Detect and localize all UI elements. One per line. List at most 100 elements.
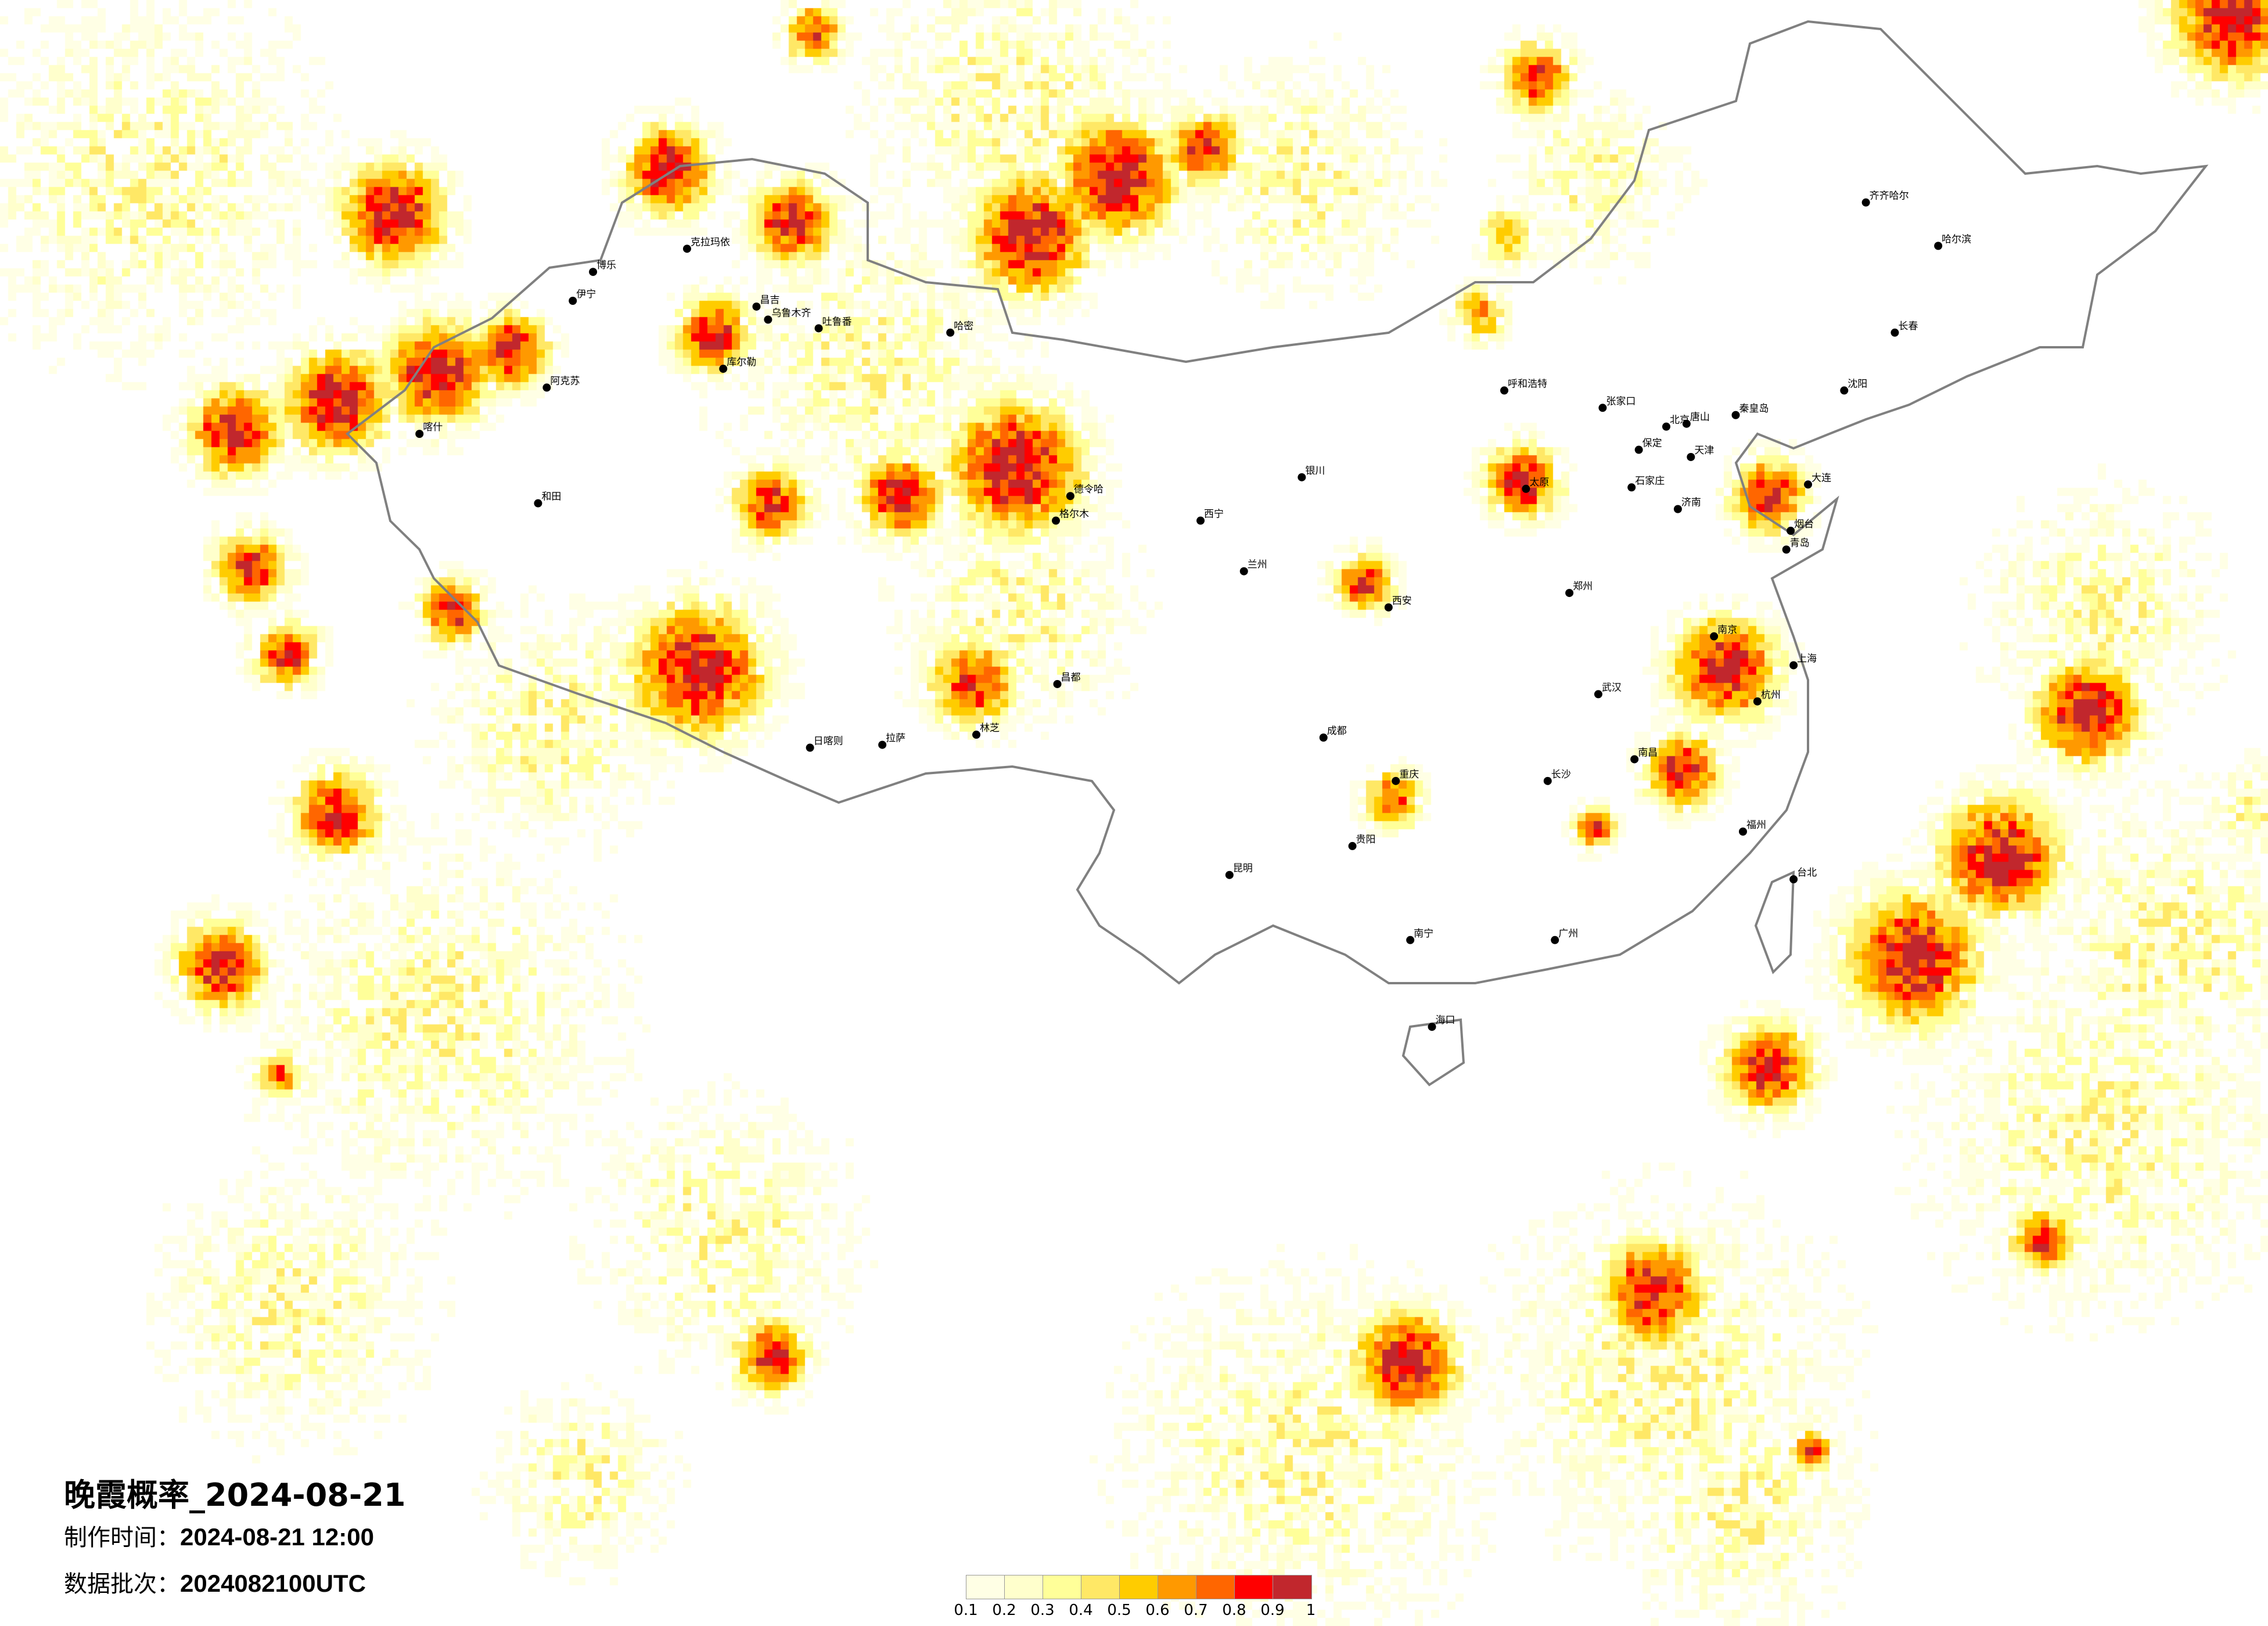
city-marker: 南京 [1710, 624, 1737, 641]
city-dot [682, 244, 691, 253]
city-label: 齐齐哈尔 [1870, 190, 1909, 202]
city-dot [1598, 404, 1607, 412]
city-marker: 福州 [1738, 819, 1766, 836]
city-dot [1630, 755, 1639, 764]
city-label: 西安 [1392, 595, 1412, 607]
city-dot [415, 430, 424, 438]
city-marker: 博乐 [589, 260, 616, 276]
city-marker: 兰州 [1239, 559, 1267, 575]
make-time-value: 2024-08-21 12:00 [180, 1523, 374, 1551]
city-dot [972, 731, 981, 739]
city-label: 哈密 [954, 321, 973, 332]
city-marker: 昌吉 [752, 294, 779, 311]
city-marker: 沈阳 [1840, 378, 1867, 395]
city-marker: 烟台 [1787, 519, 1814, 535]
city-marker: 克拉玛依 [682, 236, 730, 253]
city-dot [1789, 661, 1798, 670]
city-marker: 格尔木 [1052, 509, 1089, 525]
city-dot [1840, 386, 1849, 395]
hainan-border [1401, 1018, 1465, 1087]
city-marker: 昆明 [1225, 863, 1253, 879]
legend-tick-label: 0.9 [1260, 1602, 1285, 1619]
city-label: 天津 [1694, 445, 1714, 456]
legend-tick-label: 0.1 [954, 1602, 978, 1619]
city-dot [1787, 526, 1795, 535]
city-marker: 天津 [1687, 445, 1714, 461]
city-marker: 南昌 [1630, 747, 1658, 764]
city-marker: 长春 [1890, 321, 1918, 337]
city-label: 格尔木 [1059, 509, 1089, 520]
city-dot [1738, 827, 1747, 836]
city-marker: 喀什 [415, 422, 443, 438]
city-dot [764, 315, 772, 324]
city-marker: 长沙 [1543, 769, 1571, 785]
city-marker: 保定 [1634, 438, 1662, 454]
city-dot [1782, 545, 1791, 554]
city-marker: 广州 [1551, 928, 1578, 944]
city-marker: 银川 [1297, 465, 1325, 481]
city-marker: 乌鲁木齐 [764, 307, 811, 324]
city-label: 伊宁 [576, 289, 596, 300]
legend-tick-label: 0.5 [1107, 1602, 1131, 1619]
city-marker: 杭州 [1753, 689, 1781, 706]
city-marker: 齐齐哈尔 [1861, 190, 1909, 207]
city-dot [1861, 198, 1870, 207]
legend-swatch [1005, 1575, 1043, 1599]
city-label: 唐山 [1690, 411, 1710, 423]
legend-swatch [1158, 1575, 1196, 1599]
data-batch: 数据批次：2024082100UTC [64, 1565, 366, 1599]
city-dot [1239, 567, 1248, 575]
city-marker: 哈尔滨 [1934, 233, 1971, 250]
city-marker: 武汉 [1594, 682, 1622, 699]
city-dot [1551, 936, 1559, 944]
city-label: 太原 [1529, 477, 1549, 488]
city-dot [1627, 483, 1636, 492]
city-dot [1196, 516, 1205, 525]
city-dot [1594, 690, 1602, 699]
city-marker: 吐鲁番 [814, 316, 852, 333]
city-label: 德令哈 [1074, 484, 1104, 495]
city-dot [1052, 516, 1061, 525]
city-marker: 重庆 [1392, 769, 1419, 785]
city-marker: 青岛 [1782, 537, 1810, 554]
legend-tick-label: 0.4 [1069, 1602, 1093, 1619]
city-label: 长沙 [1551, 769, 1571, 780]
city-marker: 太原 [1522, 477, 1549, 493]
city-label: 兰州 [1248, 559, 1267, 571]
data-batch-value: 2024082100UTC [180, 1570, 366, 1597]
city-dot [1673, 505, 1682, 513]
city-dot [534, 499, 542, 508]
city-dot [1522, 484, 1530, 493]
city-label: 喀什 [423, 422, 443, 433]
city-marker: 日喀则 [806, 736, 843, 752]
city-label: 武汉 [1602, 682, 1622, 693]
city-label: 西宁 [1204, 509, 1224, 520]
legend-swatch [1273, 1575, 1311, 1599]
city-marker: 台北 [1789, 867, 1817, 884]
city-dot [1543, 776, 1552, 785]
city-marker: 西安 [1384, 595, 1412, 611]
make-time: 制作时间：2024-08-21 12:00 [64, 1519, 374, 1552]
city-marker: 唐山 [1682, 411, 1710, 428]
city-label: 吐鲁番 [822, 316, 852, 328]
city-dot [946, 328, 955, 337]
city-marker: 阿克苏 [542, 375, 580, 392]
city-dot [1348, 841, 1357, 850]
city-dot [1225, 870, 1234, 879]
city-label: 烟台 [1794, 519, 1814, 530]
city-marker: 海口 [1428, 1015, 1455, 1031]
city-marker: 南宁 [1406, 928, 1433, 944]
legend-tick-label: 0.7 [1184, 1602, 1208, 1619]
city-label: 昌都 [1061, 672, 1081, 684]
city-label: 拉萨 [886, 733, 905, 744]
legend-swatch [966, 1575, 1005, 1599]
city-label: 广州 [1558, 928, 1578, 940]
city-dot [1392, 776, 1400, 785]
city-label: 上海 [1797, 653, 1817, 665]
city-label: 阿克苏 [550, 375, 580, 387]
legend-swatch [1043, 1575, 1081, 1599]
city-dot [1753, 697, 1762, 706]
city-label: 南昌 [1638, 747, 1658, 758]
city-label: 台北 [1797, 867, 1817, 879]
legend-swatch [1235, 1575, 1273, 1599]
